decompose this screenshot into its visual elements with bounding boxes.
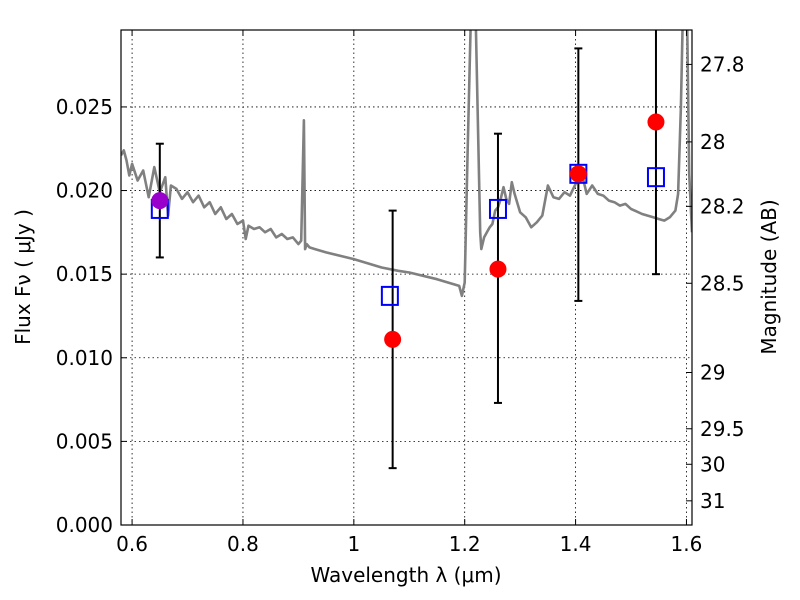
y-tick-label: 0.020 xyxy=(56,179,113,203)
x-tick-label: 0.8 xyxy=(227,532,259,556)
model-photometry-point xyxy=(380,285,399,306)
grid xyxy=(121,30,692,526)
observed-point xyxy=(384,330,402,348)
x-tick-label: 1 xyxy=(347,532,360,556)
y-tick-label: 0.015 xyxy=(56,262,113,286)
mag-tick-label: 28.2 xyxy=(700,194,745,218)
mag-tick-label: 28.5 xyxy=(700,271,745,295)
observed-point xyxy=(569,165,587,183)
model-photometry-point xyxy=(646,167,665,188)
mag-tick-label: 27.8 xyxy=(700,52,745,76)
observed-point xyxy=(647,113,665,131)
error-bars xyxy=(150,30,665,470)
x-axis-label: Wavelength λ (μm) xyxy=(310,563,501,587)
y-tick-label: 0.005 xyxy=(56,429,113,453)
observed-point xyxy=(489,260,507,278)
mag-tick-label: 31 xyxy=(700,489,725,513)
model-photometry-point xyxy=(488,198,507,219)
mag-tick-label: 29 xyxy=(700,360,725,384)
x-tick-label: 1.6 xyxy=(671,532,703,556)
y-tick-label: 0.010 xyxy=(56,346,113,370)
axes: 0.6 0.8 1 1.2 1.4 1.6 0.000 0.005 0.010 0.015 0.02… xyxy=(56,30,745,556)
right-axis-label: Magnitude (AB) xyxy=(757,199,781,354)
mag-tick-label: 30 xyxy=(700,452,725,476)
x-tick-label: 1.4 xyxy=(560,532,592,556)
y-tick-label: 0.025 xyxy=(56,95,113,119)
mag-tick-label: 29.5 xyxy=(700,417,745,441)
x-tick-label: 0.6 xyxy=(116,532,148,556)
y-tick-label: 0.000 xyxy=(56,513,113,537)
model-spectrum-line xyxy=(121,30,692,298)
observed-point xyxy=(151,192,169,210)
x-tick-label: 1.2 xyxy=(449,532,481,556)
y-axis-label: Flux Fν ( μJy ) xyxy=(11,209,35,345)
mag-tick-label: 28 xyxy=(700,130,725,154)
plot-frame xyxy=(120,29,693,526)
plot-area xyxy=(121,30,692,298)
